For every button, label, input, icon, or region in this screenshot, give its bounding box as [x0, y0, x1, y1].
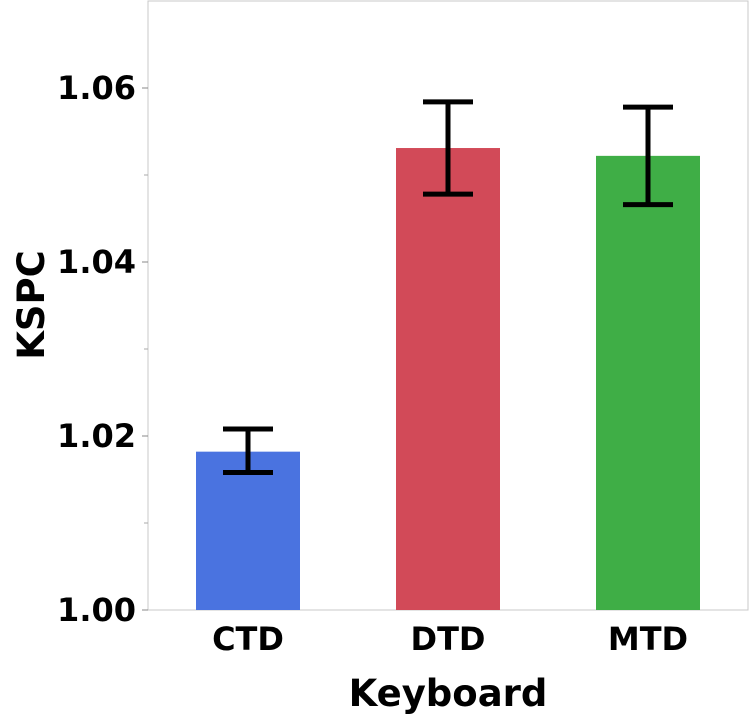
- y-axis-minor-ticks: [144, 174, 148, 524]
- error-bar-mtd: [623, 104, 673, 208]
- y-tick-label: 1.02: [57, 417, 136, 455]
- y-tick-label: 1.00: [57, 591, 136, 629]
- y-axis-ticks: 1.00 1.02 1.04 1.06: [57, 69, 148, 629]
- x-tick-label: DTD: [411, 620, 486, 658]
- bars: [196, 148, 700, 611]
- error-bars: [223, 99, 673, 476]
- y-tick-label: 1.06: [57, 69, 136, 107]
- y-tick-label: 1.04: [57, 243, 136, 281]
- x-tick-label: CTD: [212, 620, 284, 658]
- x-tick-label: MTD: [608, 620, 688, 658]
- bar-dtd: [396, 148, 500, 610]
- x-axis-ticks: CTD DTD MTD: [212, 620, 688, 658]
- error-bar-dtd: [423, 99, 473, 197]
- x-axis-title: Keyboard: [349, 672, 548, 715]
- y-axis-title: KSPC: [10, 250, 53, 360]
- bar-ctd: [196, 451, 300, 610]
- error-bar-ctd: [223, 426, 273, 476]
- bar-mtd: [596, 155, 700, 611]
